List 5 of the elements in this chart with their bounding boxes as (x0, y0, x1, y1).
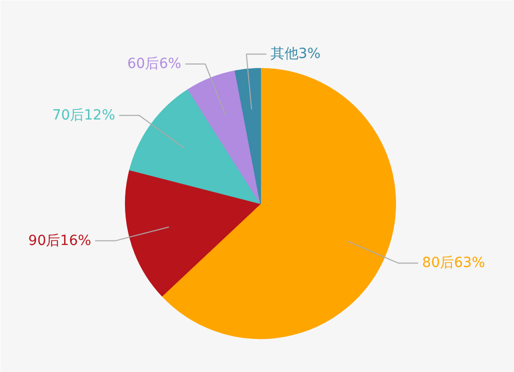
slice-label: 80后63% (422, 255, 486, 272)
slice-label: 60后6% (127, 56, 182, 72)
slice-label: 70后12% (52, 107, 116, 124)
slice-label: 90后16% (28, 232, 92, 249)
slice-label: 其他3% (270, 46, 321, 62)
